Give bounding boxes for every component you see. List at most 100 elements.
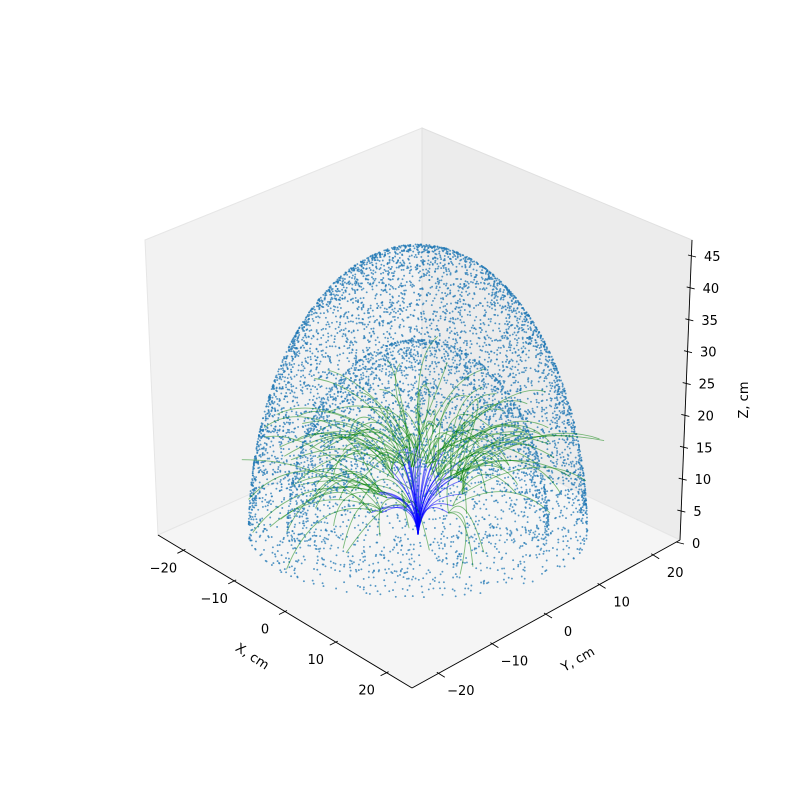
point (354, 276, 356, 278)
point (510, 368, 513, 371)
point (530, 329, 532, 332)
point (459, 319, 462, 321)
point (342, 352, 345, 355)
point (291, 421, 294, 424)
point (525, 366, 528, 369)
point (561, 430, 564, 433)
point (309, 358, 312, 361)
point (290, 389, 293, 392)
point (415, 303, 418, 306)
point (496, 339, 499, 342)
point (423, 333, 426, 336)
point (365, 291, 368, 294)
point (555, 494, 558, 497)
point (393, 388, 396, 391)
point (415, 299, 418, 302)
point (493, 362, 496, 365)
point (329, 547, 332, 550)
z-tick (682, 382, 691, 385)
point (290, 355, 293, 358)
point (314, 406, 317, 409)
point (311, 534, 314, 537)
point (492, 288, 495, 291)
point (424, 359, 427, 362)
point (552, 462, 555, 464)
point (553, 439, 556, 442)
point (468, 292, 471, 295)
point (483, 391, 486, 394)
point (585, 537, 588, 540)
point (298, 352, 301, 355)
point (524, 359, 527, 362)
point (343, 278, 346, 280)
point (412, 384, 415, 387)
point (285, 411, 288, 414)
point (475, 273, 477, 276)
point (394, 311, 397, 314)
point (523, 323, 526, 326)
point (557, 538, 560, 541)
point (487, 383, 490, 385)
point (434, 267, 437, 270)
point (471, 260, 474, 263)
point (570, 427, 573, 430)
point (582, 502, 585, 505)
point (443, 254, 446, 257)
point (540, 334, 543, 337)
point (255, 540, 257, 543)
point (390, 325, 393, 328)
point (435, 287, 438, 290)
point (459, 336, 462, 339)
point (585, 527, 588, 530)
point (502, 369, 505, 372)
point (417, 271, 420, 274)
point (304, 318, 307, 321)
point (442, 264, 445, 267)
point (398, 369, 401, 372)
point (529, 342, 532, 345)
point (555, 454, 558, 457)
point (470, 584, 473, 587)
point (393, 466, 396, 469)
point (302, 448, 305, 451)
point (324, 352, 327, 355)
point (413, 335, 416, 338)
point (473, 319, 476, 322)
point (314, 455, 317, 457)
point (582, 471, 585, 474)
point (391, 389, 394, 392)
point (476, 367, 479, 370)
point (513, 429, 516, 432)
point (512, 372, 515, 375)
point (414, 243, 417, 246)
point (384, 373, 387, 376)
point (571, 492, 574, 495)
point (271, 400, 274, 402)
point (328, 451, 331, 454)
point (511, 303, 514, 305)
point (515, 390, 518, 393)
point (348, 360, 350, 363)
point (496, 349, 499, 352)
point (467, 587, 470, 590)
point (348, 283, 351, 286)
point (518, 318, 521, 320)
point (450, 540, 453, 543)
point (351, 287, 353, 290)
point (410, 383, 413, 386)
point (507, 304, 510, 307)
point (303, 329, 306, 332)
point (316, 555, 319, 558)
point (436, 257, 439, 260)
point (249, 505, 252, 508)
point (371, 288, 374, 291)
point (436, 311, 438, 313)
point (564, 396, 567, 398)
point (575, 507, 578, 510)
point (505, 354, 507, 357)
point (419, 414, 422, 417)
point (416, 243, 419, 246)
point (309, 355, 312, 358)
point (326, 310, 329, 313)
